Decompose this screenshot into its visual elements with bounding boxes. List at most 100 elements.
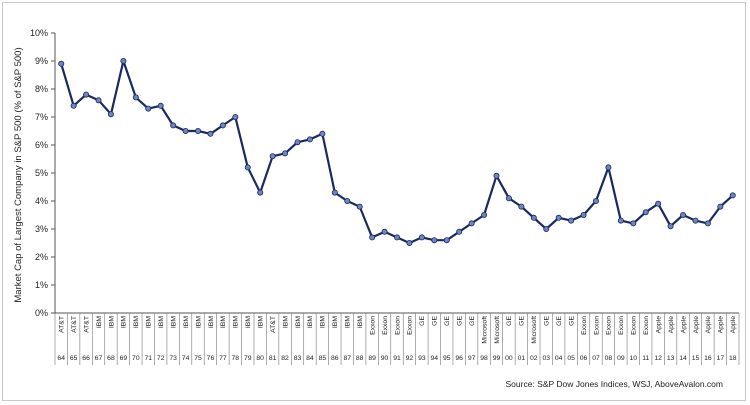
year-label: 04: [555, 355, 563, 362]
y-tick-label: 9%: [35, 56, 48, 66]
data-point: [729, 192, 736, 199]
y-axis-label: Market Cap of Largest Company in S&P 500…: [13, 47, 24, 302]
series-largest-company-share: [58, 58, 736, 246]
year-label: 87: [343, 355, 351, 362]
data-point: [83, 91, 90, 98]
data-point: [655, 200, 662, 207]
category-label: IBM: [108, 316, 115, 328]
data-point: [592, 197, 599, 204]
data-point: [120, 58, 127, 65]
x-axis-category-table: AT&T 64 AT&T 65 AT&T 66 IBM 67 IBM 68 IBM 69 IBM 70 IB…: [54, 313, 740, 365]
data-point: [530, 214, 537, 221]
year-label: 73: [169, 355, 177, 362]
year-label: 06: [580, 355, 588, 362]
category-label: Exxon: [631, 316, 638, 335]
category-label: Microsoft: [494, 316, 501, 344]
category-label: IBM: [121, 316, 128, 328]
year-label: 99: [493, 355, 501, 362]
category-label: GE: [519, 316, 526, 326]
year-label: 88: [356, 355, 364, 362]
data-point: [418, 234, 425, 241]
data-point: [481, 211, 488, 218]
category-label: Apple: [730, 316, 737, 334]
data-point: [344, 197, 351, 204]
year-label: 94: [431, 355, 439, 362]
year-label: 66: [82, 355, 90, 362]
category-label: Microsoft: [481, 316, 488, 344]
category-label: Exxon: [581, 316, 588, 335]
year-label: 81: [269, 355, 277, 362]
data-point: [393, 234, 400, 241]
data-point: [642, 209, 649, 216]
y-tick-label: 8%: [35, 84, 48, 94]
y-tick-label: 2%: [35, 252, 48, 262]
category-label: IBM: [295, 316, 302, 328]
category-label: IBM: [170, 316, 177, 328]
y-tick-label: 5%: [35, 168, 48, 178]
data-point: [294, 139, 301, 146]
data-point: [356, 203, 363, 210]
year-label: 97: [468, 355, 476, 362]
y-tick-label: 4%: [35, 196, 48, 206]
data-point: [282, 150, 289, 157]
year-label: 67: [95, 355, 103, 362]
category-label: Microsoft: [531, 316, 538, 344]
year-label: 96: [455, 355, 463, 362]
data-point: [381, 228, 388, 235]
data-point: [58, 60, 65, 67]
data-point: [306, 136, 313, 143]
year-label: 89: [368, 355, 376, 362]
year-label: 82: [281, 355, 289, 362]
data-point: [680, 211, 687, 218]
category-label: Exxon: [643, 316, 650, 335]
data-point: [667, 223, 674, 230]
category-label: Apple: [718, 316, 725, 334]
year-label: 98: [480, 355, 488, 362]
year-label: 74: [182, 355, 190, 362]
y-tick-label: 10%: [30, 28, 48, 38]
data-point: [157, 102, 164, 109]
data-point: [406, 239, 413, 246]
data-point: [580, 211, 587, 218]
year-label: 13: [667, 355, 675, 362]
year-label: 65: [70, 355, 78, 362]
category-label: GE: [544, 316, 551, 326]
data-point: [70, 102, 77, 109]
line-chart: Market Cap of Largest Company in S&P 500…: [13, 28, 740, 365]
category-label: GE: [469, 316, 476, 326]
category-label: Apple: [693, 316, 700, 334]
year-label: 17: [717, 355, 725, 362]
source-note: Source: S&P Dow Jones Indices, WSJ, Abov…: [505, 379, 724, 389]
category-label: Exxon: [394, 316, 401, 335]
year-label: 72: [157, 355, 165, 362]
year-label: 84: [306, 355, 314, 362]
data-point: [219, 122, 226, 129]
category-label: IBM: [282, 316, 289, 328]
category-label: GE: [432, 316, 439, 326]
category-label: Exxon: [369, 316, 376, 335]
data-point: [605, 164, 612, 171]
y-axis-label-group: Market Cap of Largest Company in S&P 500…: [13, 47, 24, 302]
year-label: 92: [406, 355, 414, 362]
category-label: IBM: [220, 316, 227, 328]
data-point: [207, 130, 214, 137]
year-label: 95: [443, 355, 451, 362]
data-point: [244, 164, 251, 171]
category-label: Apple: [668, 316, 675, 334]
category-label: AT&T: [71, 316, 78, 333]
y-axis-ticks: 0% 1% 2% 3% 4% 5% 6% 7% 8% 9% 10%: [30, 28, 55, 318]
data-point: [257, 189, 264, 196]
y-tick-label: 0%: [35, 308, 48, 318]
year-label: 18: [729, 355, 737, 362]
year-label: 77: [219, 355, 227, 362]
year-label: 79: [244, 355, 252, 362]
year-label: 00: [505, 355, 513, 362]
category-label: IBM: [96, 316, 103, 328]
category-label: GE: [506, 316, 513, 326]
category-label: Apple: [655, 316, 662, 334]
year-label: 70: [132, 355, 140, 362]
year-label: 15: [692, 355, 700, 362]
data-point: [543, 225, 550, 232]
year-label: 80: [256, 355, 264, 362]
category-label: IBM: [332, 316, 339, 328]
